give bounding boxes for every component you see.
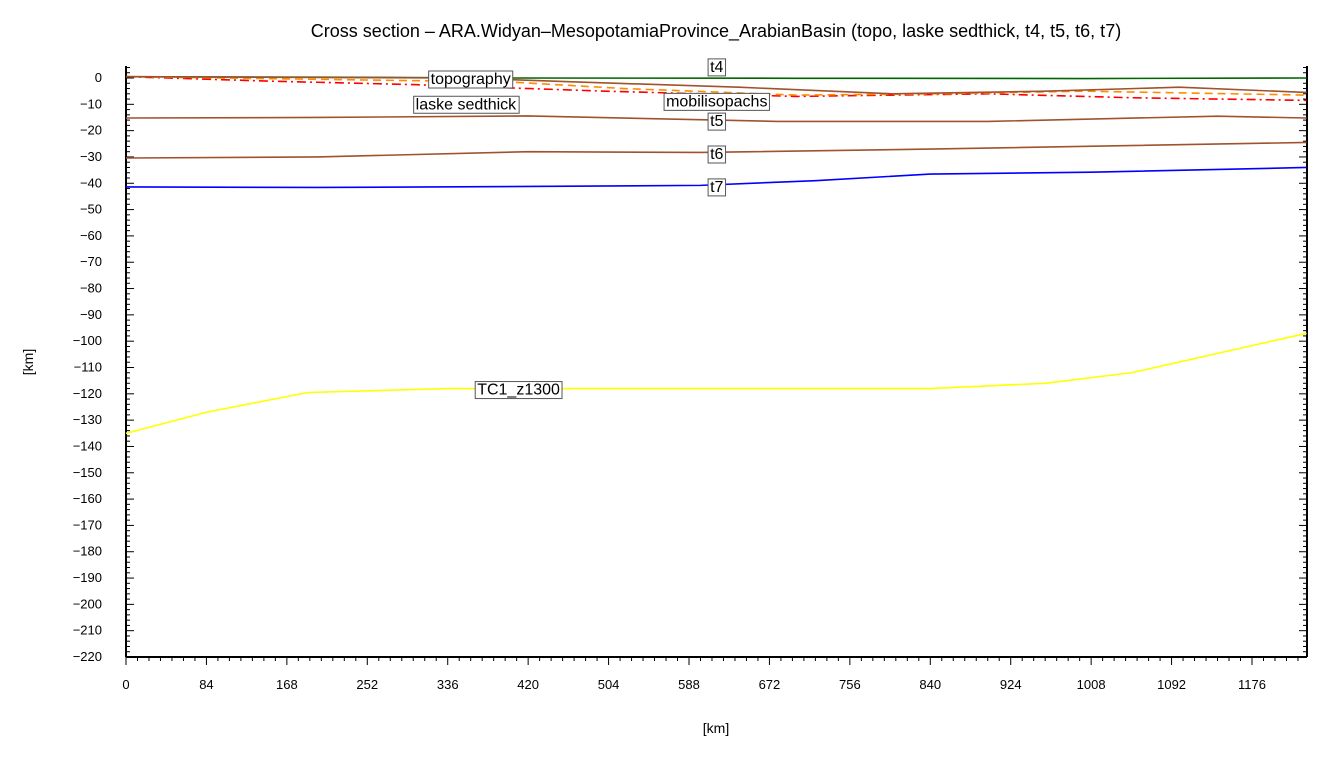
x-tick-label: 840 (919, 677, 941, 692)
y-tick-label: −150 (73, 465, 102, 480)
x-tick-label: 1008 (1077, 677, 1106, 692)
y-axis-label: [km] (20, 349, 36, 375)
x-tick-label: 336 (437, 677, 459, 692)
series-line-tc1_z1300 (125, 332, 1307, 435)
series-label-t6: t6 (707, 145, 727, 164)
x-tick-label: 924 (1000, 677, 1022, 692)
y-tick-label: 0 (95, 70, 102, 85)
y-tick-label: −40 (80, 175, 102, 190)
y-tick-label: −130 (73, 412, 102, 427)
y-tick-label: −90 (80, 307, 102, 322)
series-label-text: topography (431, 71, 511, 88)
x-tick-label: 1176 (1238, 677, 1266, 692)
y-tick-label: −180 (73, 544, 102, 559)
y-tick-label: −100 (73, 333, 102, 348)
y-tick-label: −120 (73, 386, 102, 401)
x-tick-label: 420 (517, 677, 539, 692)
series-label-t4: t4 (707, 58, 727, 77)
chart-title: Cross section – ARA.Widyan–MesopotamiaPr… (311, 21, 1121, 42)
series-line-t5 (125, 115, 1307, 123)
x-tick-label: 504 (598, 677, 620, 692)
y-tick-label: −200 (73, 596, 102, 611)
series-label-box (474, 381, 563, 400)
x-tick-label: 252 (356, 677, 378, 692)
x-axis-label: [km] (703, 720, 729, 736)
y-tick-label: −140 (73, 438, 102, 453)
series-label-tc1_z1300: TC1_z1300 (474, 381, 563, 400)
x-tick-label: 84 (199, 677, 213, 692)
series-label-text: t5 (710, 113, 723, 130)
series-label-box (707, 178, 727, 197)
series-label-text: t6 (710, 146, 723, 163)
y-tick-label: −80 (80, 281, 102, 296)
series-line-t7 (125, 166, 1307, 189)
y-tick-label: −220 (73, 649, 102, 664)
series-label-box (707, 58, 727, 77)
series-label-box (428, 70, 514, 89)
series-label-text: t7 (710, 179, 723, 196)
y-tick-label: −160 (73, 491, 102, 506)
y-tick-label: −110 (74, 360, 102, 375)
series-label-text: t4 (710, 59, 723, 76)
x-tick-label: 0 (122, 677, 129, 692)
y-tick-label: −210 (73, 623, 102, 638)
y-tick-label: −50 (80, 202, 102, 217)
series-label-topography: topography (428, 70, 514, 89)
x-tick-label: 588 (678, 677, 700, 692)
y-tick-label: −70 (80, 254, 102, 269)
series-label-box (663, 92, 770, 111)
series-label-laske-sedthick: laske sedthick (413, 95, 520, 114)
x-tick-label: 168 (276, 677, 298, 692)
series-label-text: TC1_z1300 (477, 382, 560, 399)
y-tick-label: −10 (80, 96, 102, 111)
x-tick-label: 672 (759, 677, 781, 692)
series-label-box (707, 112, 727, 131)
y-tick-label: −60 (80, 228, 102, 243)
series-label-t5: t5 (707, 112, 727, 131)
series-label-text: mobilisopachs (666, 93, 767, 110)
y-tick-label: −170 (73, 517, 102, 532)
x-tick-label: 1092 (1157, 677, 1186, 692)
series-label-text: laske sedthick (416, 96, 517, 113)
y-tick-label: −20 (80, 123, 102, 138)
series-label-box (413, 95, 520, 114)
y-tick-label: −190 (73, 570, 102, 585)
series-line-t6 (125, 141, 1307, 159)
x-tick-label: 756 (839, 677, 861, 692)
series-label-t7: t7 (707, 178, 727, 197)
series-label-box (707, 145, 727, 164)
y-tick-label: −30 (80, 149, 102, 164)
series-label-mobilisopachs: mobilisopachs (663, 92, 770, 111)
